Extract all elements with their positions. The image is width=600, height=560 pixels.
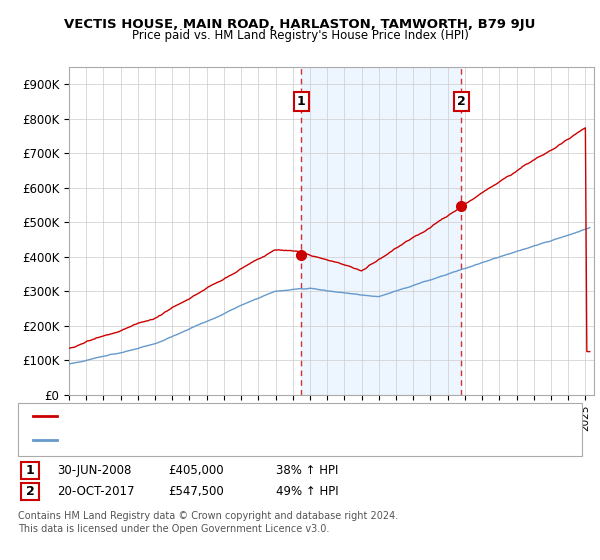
- Text: 38% ↑ HPI: 38% ↑ HPI: [276, 464, 338, 477]
- Text: 1: 1: [297, 95, 306, 108]
- Text: 30-JUN-2008: 30-JUN-2008: [57, 464, 131, 477]
- Text: Contains HM Land Registry data © Crown copyright and database right 2024.: Contains HM Land Registry data © Crown c…: [18, 511, 398, 521]
- Text: 49% ↑ HPI: 49% ↑ HPI: [276, 485, 338, 498]
- Text: VECTIS HOUSE, MAIN ROAD, HARLASTON, TAMWORTH, B79 9JU: VECTIS HOUSE, MAIN ROAD, HARLASTON, TAMW…: [64, 18, 536, 31]
- Text: This data is licensed under the Open Government Licence v3.0.: This data is licensed under the Open Gov…: [18, 524, 329, 534]
- Text: VECTIS HOUSE, MAIN ROAD, HARLASTON, TAMWORTH, B79 9JU (detached house): VECTIS HOUSE, MAIN ROAD, HARLASTON, TAMW…: [60, 410, 506, 421]
- Text: HPI: Average price, detached house, Lichfield: HPI: Average price, detached house, Lich…: [60, 435, 308, 445]
- Text: £547,500: £547,500: [168, 485, 224, 498]
- Bar: [301, 67, 461, 395]
- Text: Price paid vs. HM Land Registry's House Price Index (HPI): Price paid vs. HM Land Registry's House …: [131, 29, 469, 42]
- Text: 2: 2: [457, 95, 466, 108]
- Text: 20-OCT-2017: 20-OCT-2017: [57, 485, 134, 498]
- Text: 1: 1: [26, 464, 34, 477]
- Text: £405,000: £405,000: [168, 464, 224, 477]
- Text: 2: 2: [26, 485, 34, 498]
